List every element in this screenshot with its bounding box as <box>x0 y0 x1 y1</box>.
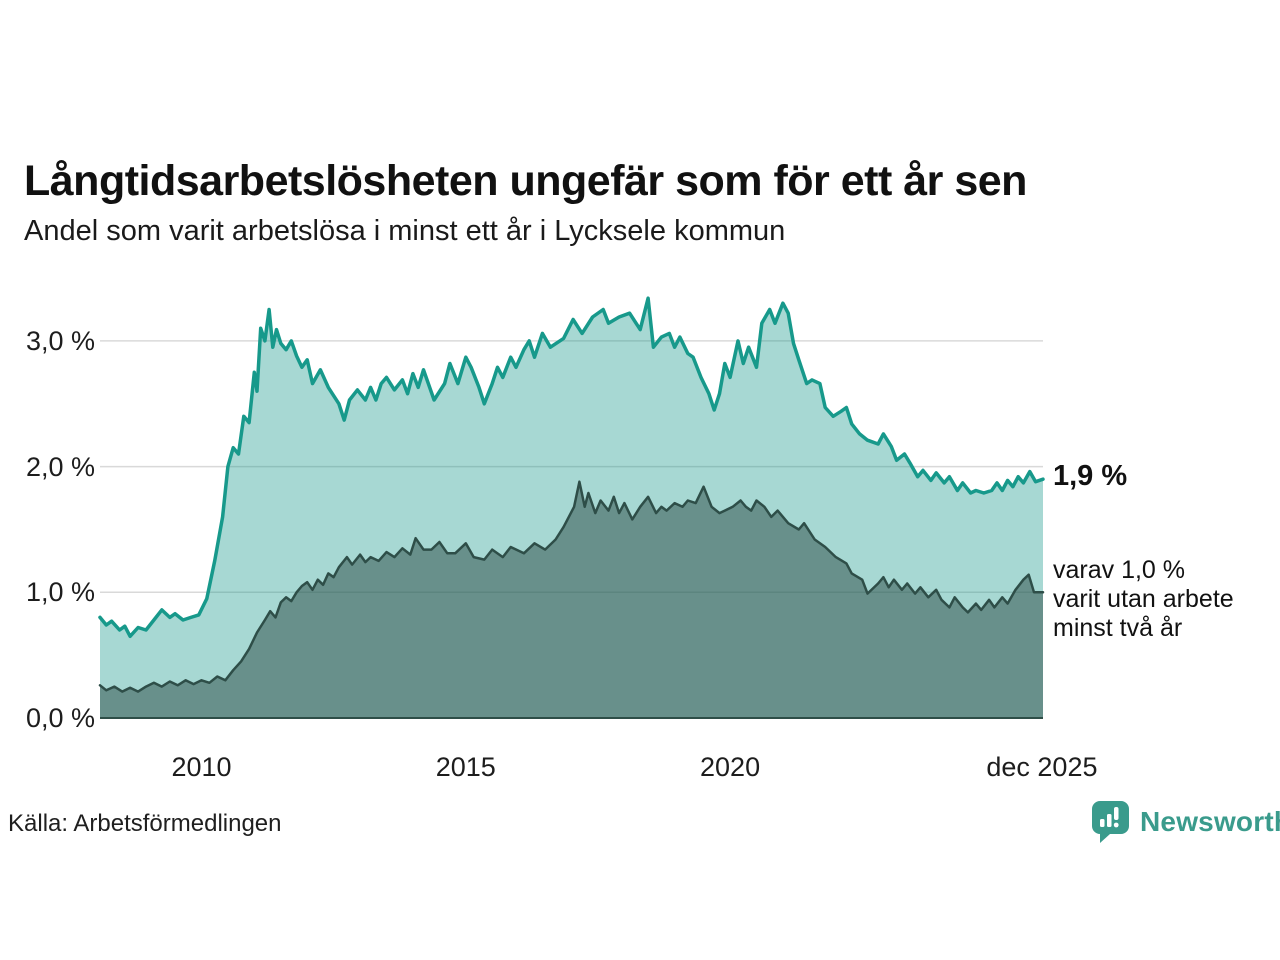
page-title: Långtidsarbetslösheten ungefär som för e… <box>24 156 1027 205</box>
newsworthy-wordmark: Newsworthy <box>1140 806 1280 837</box>
twoyear-line <box>98 480 1045 693</box>
latest-value-label: 1,9 % <box>1053 460 1128 493</box>
x-axis-label-dec-2025: dec 2025 <box>986 752 1098 782</box>
x-axis-label-2010: 2010 <box>171 752 232 782</box>
latest-subvalue-label: varav 1,0 % varit utan arbete minst två … <box>1053 556 1234 643</box>
latest-subvalue-line-3: minst två år <box>1053 614 1183 643</box>
latest-subvalue-line-1: varav 1,0 % <box>1053 556 1186 585</box>
y-axis-label-0: 0,0 % <box>25 703 95 733</box>
x-axis-label-2020: 2020 <box>700 752 761 782</box>
twoyear-area <box>100 481 1043 718</box>
y-axis-label-3: 3,0 % <box>25 325 95 356</box>
y-axis-label-1: 1,0 % <box>25 577 95 608</box>
total-line <box>98 296 1045 639</box>
source-note: Källa: Arbetsförmedlingen <box>8 810 282 837</box>
newsworthy-logo: Newsworthy <box>1090 800 1280 844</box>
x-axis-label-2015: 2015 <box>435 752 496 782</box>
chart-subtitle: Andel som varit arbetslösa i minst ett å… <box>24 215 786 247</box>
latest-subvalue-line-2: varit utan arbete <box>1053 585 1234 614</box>
newsworthy-icon <box>1092 801 1129 843</box>
y-axis-label-2: 2,0 % <box>25 451 95 482</box>
